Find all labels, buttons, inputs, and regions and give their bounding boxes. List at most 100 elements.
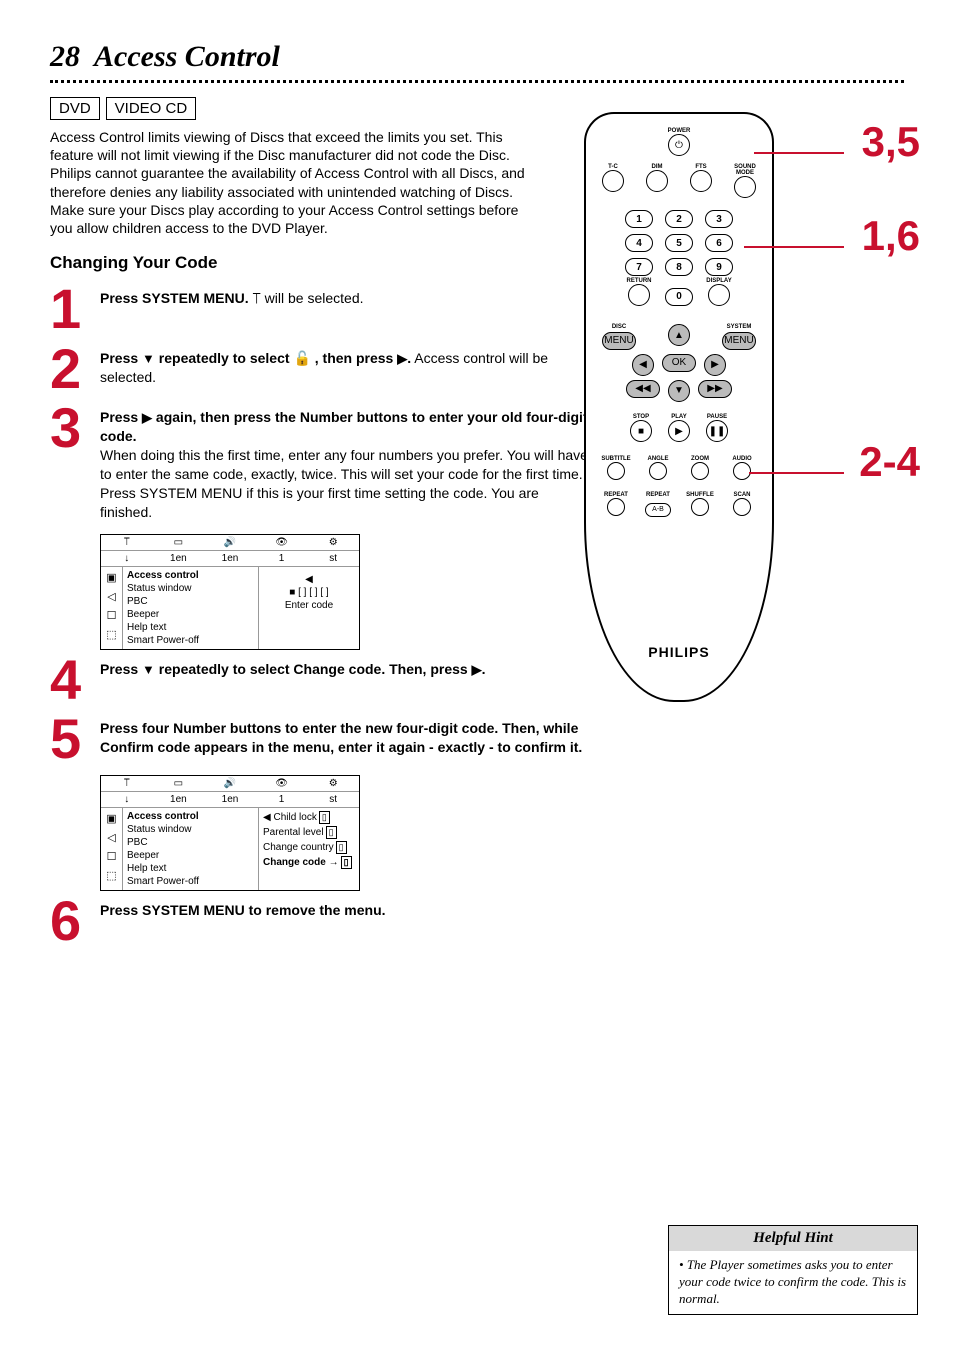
enter-code: Enter code <box>263 599 355 612</box>
step-bold: Press SYSTEM MENU. <box>100 290 249 306</box>
num-4[interactable]: 4 <box>625 234 653 252</box>
tab-icon: ⟙ <box>101 535 153 550</box>
code-mask: ■ [ ] [ ] [ ] <box>263 586 355 599</box>
num-2[interactable]: 2 <box>665 210 693 228</box>
num-0[interactable]: 0 <box>665 288 693 306</box>
remote-illustration: POWER ⏻ T-C DIM FTS SOUND MODE 1 2 3 4 5… <box>584 112 914 702</box>
step-number: 6 <box>50 897 90 945</box>
play-button[interactable]: ▶ <box>668 420 690 442</box>
left-icon: ☐ <box>107 850 117 863</box>
tab-icon: ⟙ <box>101 776 153 791</box>
num-6[interactable]: 6 <box>705 234 733 252</box>
angle-button[interactable] <box>649 462 667 480</box>
menu-item: PBC <box>127 836 254 849</box>
tab-icon: ▭ <box>153 535 205 550</box>
down-button[interactable]: ▼ <box>668 380 690 402</box>
num-3[interactable]: 3 <box>705 210 733 228</box>
shuffle-button[interactable] <box>691 498 709 516</box>
ok-button[interactable]: OK <box>662 354 696 372</box>
num-9[interactable]: 9 <box>705 258 733 276</box>
callout-line <box>754 152 844 154</box>
disc-menu-button[interactable]: MENU <box>602 332 636 350</box>
step-3: 3 Press ▶ again, then press the Number b… <box>50 404 590 521</box>
tab: 1en <box>204 792 256 807</box>
system-menu-button[interactable]: MENU <box>722 332 756 350</box>
menu-item: Access control <box>127 569 254 582</box>
t: Press <box>100 350 142 366</box>
num-1[interactable]: 1 <box>625 210 653 228</box>
tab: 1 <box>256 551 308 566</box>
step-4: 4 Press ▼ repeatedly to select Change co… <box>50 656 590 704</box>
left-icon: ⬚ <box>106 869 116 882</box>
callout-16: 1,6 <box>862 212 920 260</box>
menu-item: Status window <box>127 823 254 836</box>
prev-button[interactable]: ◀◀ <box>626 380 660 398</box>
menu-item: Help text <box>127 862 254 875</box>
tab: ↓ <box>101 551 153 566</box>
intro-paragraph: Access Control limits viewing of Discs t… <box>50 128 540 237</box>
subtitle-button[interactable] <box>607 462 625 480</box>
audio-button[interactable] <box>733 462 751 480</box>
callout-24: 2-4 <box>859 438 920 486</box>
left-icon: ⬚ <box>106 628 116 641</box>
menu-item: PBC <box>127 595 254 608</box>
display-button[interactable] <box>708 284 730 306</box>
return-button[interactable] <box>628 284 650 306</box>
next-button[interactable]: ▶▶ <box>698 380 732 398</box>
up-button[interactable]: ▲ <box>668 324 690 346</box>
tab: 1en <box>204 551 256 566</box>
zoom-button[interactable] <box>691 462 709 480</box>
menu-item: Smart Power-off <box>127 875 254 888</box>
sound-button[interactable] <box>734 176 756 198</box>
tc-button[interactable] <box>602 170 624 192</box>
person-icon: ⟙ <box>253 290 261 306</box>
tab: 1 <box>256 792 308 807</box>
num-7[interactable]: 7 <box>625 258 653 276</box>
lock-icon: 🔓 <box>293 350 310 366</box>
badge-videocd: VIDEO CD <box>106 97 197 120</box>
t: again, then press the Number buttons to … <box>100 409 588 444</box>
num-8[interactable]: 8 <box>665 258 693 276</box>
scan-button[interactable] <box>733 498 751 516</box>
steps-list: 1 Press SYSTEM MENU. ⟙ will be selected.… <box>50 285 590 944</box>
left-button[interactable]: ◀ <box>632 354 654 376</box>
badge-dvd: DVD <box>50 97 100 120</box>
menu-item: Smart Power-off <box>127 634 254 647</box>
left-icon: ☐ <box>107 609 117 622</box>
r2-item: Child lock <box>273 812 316 823</box>
right-button[interactable]: ▶ <box>704 354 726 376</box>
tab-icon: 👁 <box>256 776 308 791</box>
step-1: 1 Press SYSTEM MENU. ⟙ will be selected. <box>50 285 590 333</box>
t: Press <box>100 409 142 425</box>
ab-button[interactable]: A-B <box>645 503 671 517</box>
brand-label: PHILIPS <box>586 644 772 660</box>
left-icon: ◁ <box>107 831 115 844</box>
osd-menu-2: ⟙ ▭ 🔊 👁 ⚙ ↓ 1en 1en 1 st ▣ ◁ ☐ ⬚ Access … <box>100 775 360 891</box>
hint-title: Helpful Hint <box>669 1226 917 1251</box>
num-5[interactable]: 5 <box>665 234 693 252</box>
step-number: 1 <box>50 285 90 333</box>
repeat-button[interactable] <box>607 498 625 516</box>
tab: 1en <box>153 551 205 566</box>
tab-icon: ▭ <box>153 776 205 791</box>
helpful-hint-box: Helpful Hint • The Player sometimes asks… <box>668 1225 918 1315</box>
dim-button[interactable] <box>646 170 668 192</box>
t: Press <box>100 661 142 677</box>
tab-icon: ⚙ <box>307 776 359 791</box>
stop-button[interactable]: ■ <box>630 420 652 442</box>
down-icon: ▼ <box>142 661 155 679</box>
sound-label: SOUND MODE <box>725 164 765 176</box>
pause-button[interactable]: ❚❚ <box>706 420 728 442</box>
page-title: Access Control <box>94 40 280 74</box>
power-button[interactable]: ⏻ <box>668 134 690 156</box>
fts-button[interactable] <box>690 170 712 192</box>
page-number: 28 <box>50 40 80 74</box>
menu-item: Beeper <box>127 608 254 621</box>
menu-item: Help text <box>127 621 254 634</box>
step-rest: will be selected. <box>261 290 364 306</box>
hint-body: • The Player sometimes asks you to enter… <box>669 1251 917 1314</box>
osd-menu-1: ⟙ ▭ 🔊 👁 ⚙ ↓ 1en 1en 1 st ▣ ◁ ☐ ⬚ Access … <box>100 534 360 650</box>
t: , then press <box>311 350 397 366</box>
disc-label: DISC <box>602 324 636 330</box>
tab: st <box>307 792 359 807</box>
